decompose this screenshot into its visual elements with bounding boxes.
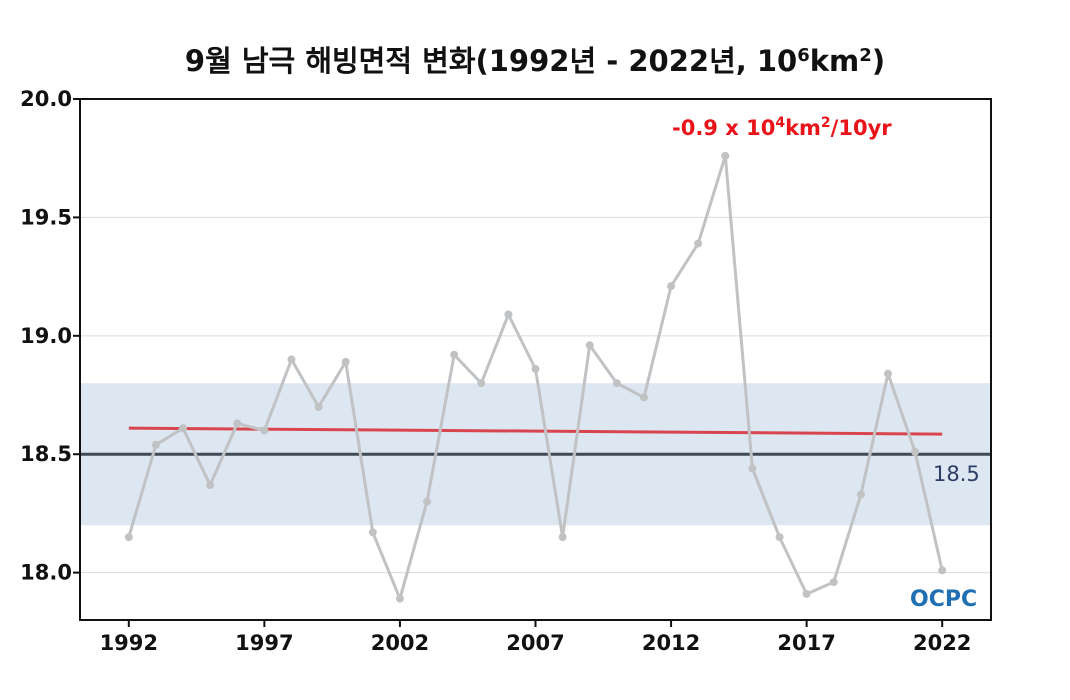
x-tick-label: 2002 (371, 631, 429, 655)
trend-label-exp2: 2 (821, 115, 831, 131)
data-point-1999 (314, 402, 323, 411)
data-point-1993 (151, 440, 160, 449)
trend-label: -0.9 x 104km2/10yr (672, 115, 892, 140)
data-point-2022 (938, 566, 947, 575)
trend-label-a: -0.9 x 10 (672, 116, 775, 140)
series-line (127, 154, 944, 601)
title-close: ) (872, 44, 885, 78)
plot-area: 18.0 18.5 19.0 19.5 20.0 1992 1997 2002 2007 2012… (20, 87, 992, 655)
reference-value-label: 18.5 (933, 462, 980, 486)
data-point-2019 (856, 490, 865, 499)
data-point-2011 (639, 393, 648, 402)
data-point-2015 (748, 464, 757, 473)
data-point-1998 (287, 355, 296, 364)
title-exp: 6 (797, 45, 810, 66)
x-tick-label: 2007 (506, 631, 564, 655)
data-point-2001 (368, 528, 377, 537)
data-point-2010 (612, 379, 621, 388)
data-point-2004 (450, 350, 459, 359)
data-point-1996 (233, 419, 242, 428)
y-tick-label: 18.5 (20, 442, 72, 466)
x-tick-label: 2017 (777, 631, 835, 655)
data-point-2007 (531, 364, 540, 373)
x-tick-label: 2012 (642, 631, 700, 655)
data-point-2013 (694, 239, 703, 248)
data-point-1994 (179, 424, 188, 433)
data-point-2008 (558, 533, 567, 542)
y-tick-label: 20.0 (20, 87, 72, 111)
data-point-2018 (829, 578, 838, 587)
trend-label-b: km (785, 116, 821, 140)
data-point-2009 (585, 341, 594, 350)
data-point-2021 (911, 447, 920, 456)
data-point-2020 (883, 369, 892, 378)
data-point-2017 (802, 589, 811, 598)
data-point-2016 (775, 533, 784, 542)
trend-label-c: /10yr (831, 116, 893, 140)
chart-title: 9월 남극 해빙면적 변화(1992년 - 2022년, 106km2) (185, 44, 885, 78)
data-point-1995 (206, 481, 215, 490)
x-tick-label: 1992 (100, 631, 158, 655)
y-tick-label: 19.5 (20, 205, 72, 229)
title-main: 9월 남극 해빙면적 변화(1992년 - 2022년, 10 (185, 44, 797, 78)
x-tick-label: 1997 (235, 631, 293, 655)
title-unit-exp: 2 (859, 45, 872, 66)
data-point-2002 (395, 594, 404, 603)
data-point-2006 (504, 310, 513, 319)
data-point-2003 (423, 497, 432, 506)
x-tick-label: 2022 (913, 631, 971, 655)
data-point-1992 (124, 533, 133, 542)
ocpc-logo: OCPC (910, 587, 977, 612)
data-point-2005 (477, 379, 486, 388)
title-unit: km (810, 44, 860, 78)
plot-frame (79, 98, 992, 621)
data-point-2014 (721, 151, 730, 160)
y-tick-label: 19.0 (20, 324, 72, 348)
trend-label-exp: 4 (775, 115, 785, 131)
data-point-1997 (260, 426, 269, 435)
data-point-2012 (667, 282, 676, 291)
y-tick-label: 18.0 (20, 561, 72, 585)
data-point-2000 (341, 357, 350, 366)
